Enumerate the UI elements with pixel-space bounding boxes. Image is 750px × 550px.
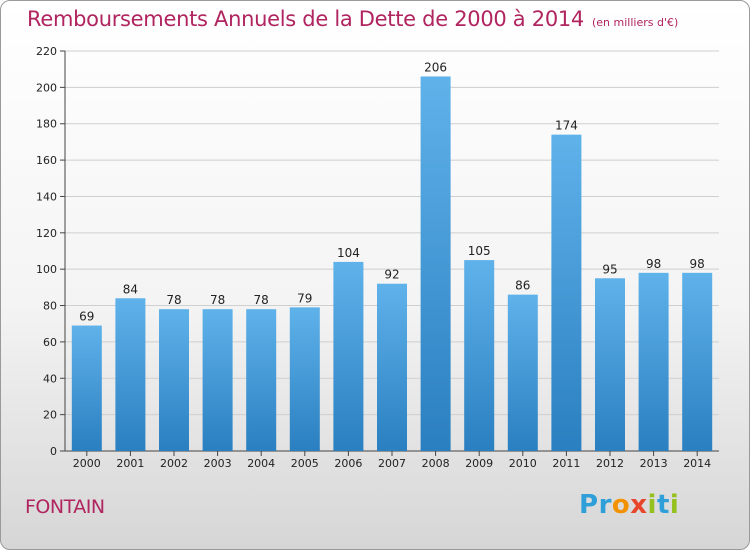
y-tick-label-200: 200 xyxy=(36,81,57,94)
x-tick-label-2007: 2007 xyxy=(378,457,406,470)
bar-2005 xyxy=(289,307,320,451)
x-tick-label-2000: 2000 xyxy=(73,457,101,470)
proxiti-logo: Proxiti xyxy=(579,490,680,520)
x-tick-label-2011: 2011 xyxy=(552,457,580,470)
bars xyxy=(71,76,713,452)
x-tick-label-2006: 2006 xyxy=(334,457,362,470)
y-tick-label-60: 60 xyxy=(43,336,57,349)
value-label-2011: 174 xyxy=(555,119,578,133)
value-label-2014: 98 xyxy=(690,257,705,271)
axes: 0 20 40 60 80 100 120 140 160 180 200 220 xyxy=(36,45,719,458)
value-label-2013: 98 xyxy=(646,257,661,271)
chart-title: Remboursements Annuels de la Dette de 20… xyxy=(27,7,678,31)
bar-2004 xyxy=(246,309,277,451)
value-label-2012: 95 xyxy=(602,262,617,276)
x-tick-label-2012: 2012 xyxy=(596,457,624,470)
value-label-2005: 79 xyxy=(297,291,312,305)
bar-2002 xyxy=(159,309,189,451)
y-tick-label-20: 20 xyxy=(43,409,57,422)
value-label-2007: 92 xyxy=(384,268,399,282)
y-tick-label-40: 40 xyxy=(43,372,57,385)
bar-2000 xyxy=(71,325,102,451)
x-tick-label-2014: 2014 xyxy=(683,457,711,470)
bar-2006 xyxy=(333,261,364,451)
value-label-2010: 86 xyxy=(515,279,530,293)
x-tick-label-2001: 2001 xyxy=(116,457,144,470)
chart-subtitle: (en milliers d'€) xyxy=(592,16,679,29)
bar-2010 xyxy=(507,294,538,451)
bar-2011 xyxy=(551,134,582,452)
x-tick-label-2002: 2002 xyxy=(160,457,188,470)
value-label-2000: 69 xyxy=(79,310,94,324)
city-name: FONTAIN xyxy=(25,496,105,518)
bar-2014 xyxy=(682,272,713,451)
bar-2008 xyxy=(420,76,451,452)
bar-2013 xyxy=(638,272,669,451)
bar-2001 xyxy=(115,298,146,451)
y-tick-label-180: 180 xyxy=(36,118,57,131)
bar-2009 xyxy=(464,260,495,451)
value-label-2008: 206 xyxy=(424,60,447,74)
y-tick-label-100: 100 xyxy=(36,263,57,276)
y-tick-label-0: 0 xyxy=(50,445,57,458)
bar-2007 xyxy=(377,283,407,451)
y-tick-label-160: 160 xyxy=(36,154,57,167)
value-label-2001: 84 xyxy=(123,282,138,296)
x-tick-label-2008: 2008 xyxy=(422,457,450,470)
y-tick-label-120: 120 xyxy=(36,227,57,240)
x-tick-label-2005: 2005 xyxy=(291,457,319,470)
value-label-2003: 78 xyxy=(210,293,225,307)
value-label-2004: 78 xyxy=(254,293,269,307)
y-tick-label-220: 220 xyxy=(36,45,57,58)
bar-2003 xyxy=(202,309,233,451)
x-tick-label-2009: 2009 xyxy=(465,457,493,470)
x-tick-label-2003: 2003 xyxy=(204,457,232,470)
labels: 69 2000 84 2001 78 2002 78 2003 78 2004 79 2005 104 2… xyxy=(73,60,711,470)
value-label-2009: 105 xyxy=(468,244,491,258)
y-tick-label-140: 140 xyxy=(36,190,57,203)
x-tick-label-2010: 2010 xyxy=(509,457,537,470)
x-tick-label-2013: 2013 xyxy=(640,457,668,470)
chart-title-text: Remboursements Annuels de la Dette de 20… xyxy=(27,7,584,31)
bar-2012 xyxy=(595,278,625,451)
y-tick-label-80: 80 xyxy=(43,300,57,313)
x-tick-label-2004: 2004 xyxy=(247,457,275,470)
value-label-2002: 78 xyxy=(166,293,181,307)
value-label-2006: 104 xyxy=(337,246,360,260)
